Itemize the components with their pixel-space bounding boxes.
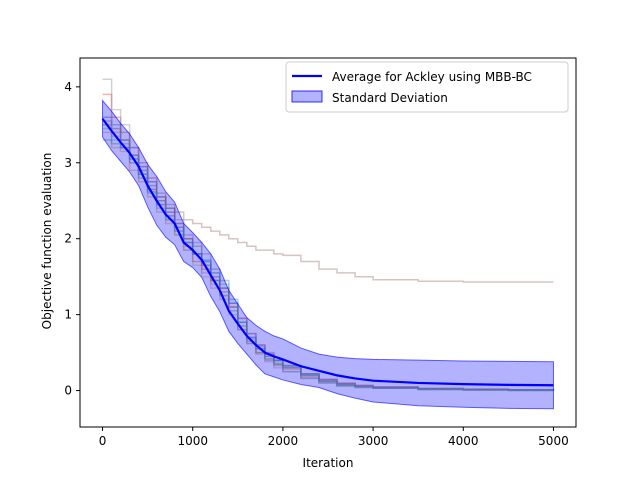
x-tick-label: 4000 bbox=[448, 434, 479, 448]
y-tick-label: 1 bbox=[64, 308, 72, 322]
y-axis: 0 1 2 3 4 bbox=[64, 80, 80, 398]
x-tick-label: 1000 bbox=[177, 434, 208, 448]
mean-layer bbox=[101, 118, 554, 387]
axes-frame bbox=[79, 57, 577, 428]
run-line-6 bbox=[102, 120, 554, 283]
y-axis-label: Objective function evaluation bbox=[40, 153, 54, 330]
x-tick-label: 3000 bbox=[358, 434, 389, 448]
x-axis-label: Iteration bbox=[303, 456, 354, 470]
legend-mean-label: Average for Ackley using MBB-BC bbox=[332, 70, 532, 84]
std-band bbox=[102, 99, 554, 410]
run-line-2 bbox=[102, 131, 555, 391]
mean-line bbox=[101, 118, 554, 387]
run-line-4 bbox=[102, 93, 555, 391]
run-line-9 bbox=[102, 124, 555, 391]
y-tick-label: 3 bbox=[64, 156, 72, 170]
legend-std-swatch bbox=[291, 90, 323, 103]
y-tick-label: 4 bbox=[64, 80, 72, 94]
x-tick-label: 5000 bbox=[538, 434, 569, 448]
x-axis: 0 1000 2000 3000 4000 5000 bbox=[99, 427, 569, 448]
x-tick-label: 2000 bbox=[268, 434, 299, 448]
x-tick-label: 0 bbox=[99, 434, 107, 448]
legend-std-label: Standard Deviation bbox=[332, 91, 448, 105]
run-line-1 bbox=[102, 116, 555, 391]
legend-box bbox=[285, 61, 569, 113]
legend: Average for Ackley using MBB-BC Standard… bbox=[285, 61, 569, 113]
y-tick-label: 2 bbox=[64, 232, 72, 246]
y-tick-label: 0 bbox=[64, 384, 72, 398]
band-layer bbox=[102, 99, 554, 410]
